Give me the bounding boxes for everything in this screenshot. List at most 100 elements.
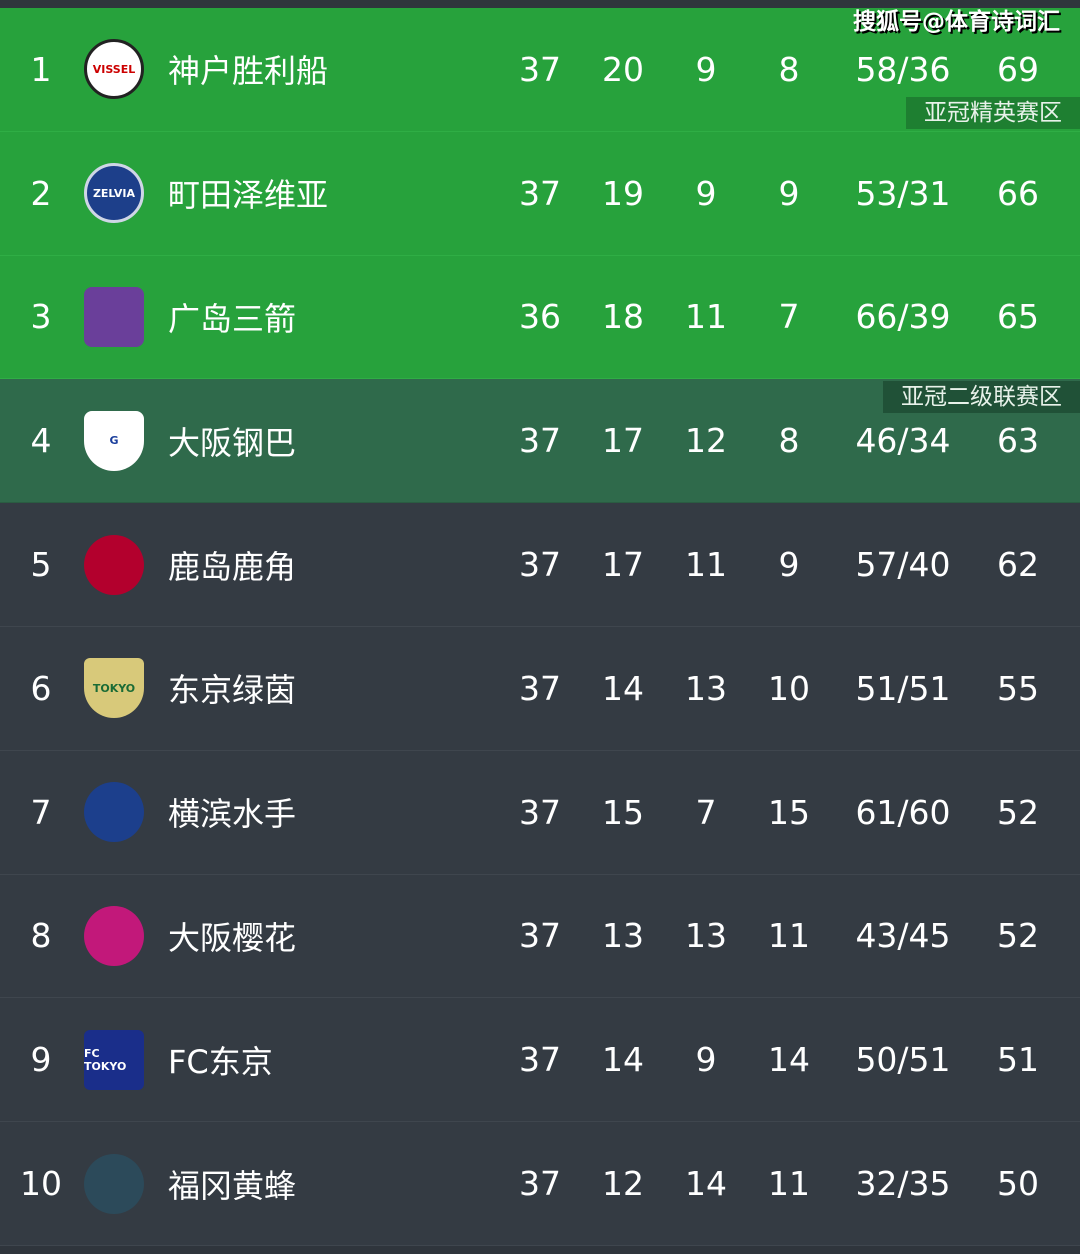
- team-name[interactable]: 大阪樱花: [168, 918, 297, 957]
- team-name[interactable]: 町田泽维亚: [168, 176, 329, 215]
- goals: 53/31: [855, 173, 951, 213]
- goals: 57/40: [855, 545, 951, 585]
- losses: 11: [768, 916, 810, 956]
- losses: 11: [768, 1164, 810, 1204]
- team-name[interactable]: 神户胜利船: [168, 52, 329, 91]
- played: 37: [519, 173, 561, 213]
- wins: 17: [602, 545, 644, 585]
- rank: 6: [30, 668, 52, 708]
- points: 50: [997, 1164, 1039, 1204]
- team-logo-icon: [84, 534, 144, 595]
- points: 52: [997, 792, 1039, 832]
- wins: 20: [602, 49, 644, 89]
- team-name[interactable]: 福冈黄蜂: [168, 1166, 297, 1205]
- played: 37: [519, 792, 561, 832]
- zone-label-elite: 亚冠精英赛区: [906, 96, 1080, 129]
- table-row[interactable]: 亚冠二级联赛区 4 G 大阪钢巴 37 17 12 8 46/34 63: [0, 379, 1080, 504]
- team-logo-icon: TOKYO: [84, 658, 144, 719]
- rank: 1: [30, 49, 52, 89]
- losses: 7: [778, 297, 800, 337]
- rank: 10: [20, 1164, 62, 1204]
- top-strip: [0, 0, 1080, 8]
- draws: 13: [685, 668, 727, 708]
- losses: 8: [778, 421, 800, 461]
- wins: 15: [602, 792, 644, 832]
- points: 62: [997, 545, 1039, 585]
- table-row[interactable]: 5 鹿岛鹿角 37 17 11 9 57/40 62: [0, 503, 1080, 627]
- team-name[interactable]: 横滨水手: [168, 795, 297, 834]
- points: 66: [997, 173, 1039, 213]
- played: 37: [519, 1164, 561, 1204]
- rank: 3: [30, 297, 52, 337]
- rank: 2: [30, 173, 52, 213]
- goals: 50/51: [855, 1040, 951, 1080]
- goals: 58/36: [855, 49, 951, 89]
- draws: 9: [695, 49, 717, 89]
- played: 37: [519, 49, 561, 89]
- rank: 9: [30, 1040, 52, 1080]
- draws: 12: [685, 421, 727, 461]
- draws: 9: [695, 1040, 717, 1080]
- standings-table: 亚冠精英赛区 1 VISSEL 神户胜利船 37 20 9 8 58/36 69 2…: [0, 8, 1080, 1246]
- losses: 14: [768, 1040, 810, 1080]
- losses: 9: [778, 545, 800, 585]
- team-name[interactable]: 广岛三箭: [168, 299, 297, 338]
- draws: 11: [685, 297, 727, 337]
- played: 36: [519, 297, 561, 337]
- team-name[interactable]: 东京绿茵: [168, 671, 297, 710]
- draws: 13: [685, 916, 727, 956]
- wins: 17: [602, 421, 644, 461]
- rank: 8: [30, 916, 52, 956]
- bottom-strip: [0, 1245, 1080, 1254]
- wins: 14: [602, 668, 644, 708]
- table-row[interactable]: 3 广岛三箭 36 18 11 7 66/39 65: [0, 255, 1080, 380]
- rank: 7: [30, 792, 52, 832]
- wins: 18: [602, 297, 644, 337]
- goals: 51/51: [855, 668, 951, 708]
- wins: 19: [602, 173, 644, 213]
- played: 37: [519, 1040, 561, 1080]
- team-logo-icon: G: [84, 410, 144, 471]
- points: 63: [997, 421, 1039, 461]
- team-logo-icon: FC TOKYO: [84, 1029, 144, 1090]
- table-row[interactable]: 6 TOKYO 东京绿茵 37 14 13 10 51/51 55: [0, 626, 1080, 751]
- team-name[interactable]: FC东京: [168, 1042, 273, 1081]
- draws: 14: [685, 1164, 727, 1204]
- points: 69: [997, 49, 1039, 89]
- rank: 4: [30, 421, 52, 461]
- team-logo-icon: VISSEL: [84, 39, 144, 100]
- team-logo-icon: [84, 286, 144, 347]
- losses: 9: [778, 173, 800, 213]
- losses: 10: [768, 668, 810, 708]
- draws: 11: [685, 545, 727, 585]
- table-row[interactable]: 9 FC TOKYO FC东京 37 14 9 14 50/51 51: [0, 998, 1080, 1123]
- losses: 8: [778, 49, 800, 89]
- draws: 7: [695, 792, 717, 832]
- points: 55: [997, 668, 1039, 708]
- source-credit: 搜狐号@体育诗词汇: [853, 9, 1060, 35]
- points: 65: [997, 297, 1039, 337]
- goals: 32/35: [855, 1164, 951, 1204]
- table-row[interactable]: 亚冠精英赛区 1 VISSEL 神户胜利船 37 20 9 8 58/36 69: [0, 8, 1080, 132]
- team-logo-icon: [84, 1153, 144, 1214]
- team-name[interactable]: 鹿岛鹿角: [168, 547, 297, 586]
- table-row[interactable]: 8 大阪樱花 37 13 13 11 43/45 52: [0, 874, 1080, 999]
- table-row[interactable]: 10 福冈黄蜂 37 12 14 11 32/35 50: [0, 1122, 1080, 1246]
- goals: 46/34: [855, 421, 951, 461]
- losses: 15: [768, 792, 810, 832]
- goals: 43/45: [855, 916, 951, 956]
- points: 52: [997, 916, 1039, 956]
- zone-label-acl2: 亚冠二级联赛区: [883, 381, 1080, 414]
- table-row[interactable]: 2 ZELVIA 町田泽维亚 37 19 9 9 53/31 66: [0, 131, 1080, 256]
- rank: 5: [30, 545, 52, 585]
- goals: 66/39: [855, 297, 951, 337]
- table-row[interactable]: 7 横滨水手 37 15 7 15 61/60 52: [0, 750, 1080, 875]
- played: 37: [519, 916, 561, 956]
- draws: 9: [695, 173, 717, 213]
- wins: 13: [602, 916, 644, 956]
- team-logo-icon: [84, 905, 144, 966]
- goals: 61/60: [855, 792, 951, 832]
- team-name[interactable]: 大阪钢巴: [168, 423, 297, 462]
- played: 37: [519, 545, 561, 585]
- wins: 12: [602, 1164, 644, 1204]
